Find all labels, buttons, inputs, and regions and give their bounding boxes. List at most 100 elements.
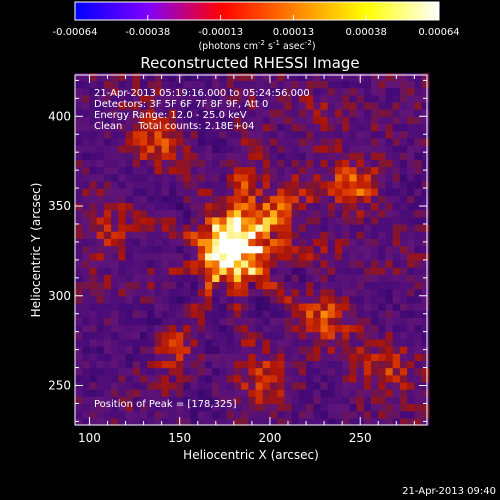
heatmap-cell: [204, 245, 213, 254]
heatmap-cell: [313, 94, 322, 103]
heatmap-cell: [233, 145, 242, 153]
heatmap-cell: [111, 231, 119, 239]
heatmap-cell: [407, 195, 415, 204]
heatmap-cell: [168, 195, 177, 204]
heatmap-cell: [291, 417, 300, 426]
heatmap-cell: [356, 374, 365, 383]
heatmap-cell: [392, 317, 401, 326]
heatmap-cell: [168, 73, 177, 81]
heatmap-cell: [147, 238, 156, 247]
heatmap-cell: [334, 87, 343, 96]
heatmap-cell: [118, 295, 127, 304]
heatmap-cell: [125, 195, 134, 204]
heatmap-cell: [154, 360, 163, 369]
heatmap-cell: [255, 223, 264, 232]
heatmap-cell: [255, 195, 264, 204]
heatmap-cell: [82, 353, 91, 361]
heatmap-cell: [139, 145, 148, 153]
heatmap-cell: [125, 223, 134, 232]
heatmap-cell: [139, 338, 148, 347]
heatmap-cell: [363, 231, 372, 239]
heatmap-cell: [204, 338, 213, 347]
heatmap-cell: [132, 94, 141, 103]
heatmap-cell: [219, 195, 228, 204]
heatmap-cell: [111, 188, 119, 196]
heatmap-cell: [407, 267, 415, 275]
heatmap-cell: [378, 310, 387, 318]
heatmap-cell: [204, 137, 213, 146]
heatmap-cell: [277, 346, 285, 354]
heatmap-cell: [385, 209, 394, 218]
heatmap-cell: [255, 152, 264, 160]
heatmap-cell: [385, 94, 394, 103]
heatmap-cell: [147, 109, 156, 117]
heatmap-cell: [147, 116, 156, 125]
heatmap-cell: [111, 80, 119, 89]
heatmap-cell: [168, 245, 177, 254]
heatmap-cell: [349, 209, 358, 218]
footer-timestamp: 21-Apr-2013 09:40: [402, 486, 496, 497]
heatmap-cell: [334, 374, 343, 383]
heatmap-cell: [371, 202, 379, 211]
heatmap-cell: [414, 274, 423, 283]
heatmap-cell: [356, 101, 365, 110]
heatmap-cell: [241, 166, 249, 175]
heatmap-cell: [212, 130, 221, 139]
heatmap-cell: [190, 130, 199, 139]
heatmap-cell: [291, 252, 300, 261]
heatmap-cell: [132, 360, 141, 369]
heatmap-cell: [118, 338, 127, 347]
heatmap-cell: [363, 353, 372, 361]
heatmap-cell: [248, 360, 257, 369]
heatmap-cell: [399, 259, 408, 268]
heatmap-cell: [226, 173, 235, 182]
heatmap-cell: [212, 317, 221, 326]
heatmap-cell: [248, 374, 257, 383]
heatmap-cell: [284, 209, 293, 218]
heatmap-cell: [132, 346, 141, 354]
heatmap-cell: [421, 367, 430, 376]
heatmap-cell: [414, 195, 423, 204]
heatmap-cell: [241, 109, 249, 117]
heatmap-cell: [226, 80, 235, 89]
heatmap-cell: [298, 331, 307, 340]
heatmap-cell: [269, 324, 278, 333]
heatmap-cell: [284, 159, 293, 168]
heatmap-cell: [342, 410, 350, 419]
heatmap-cell: [96, 166, 105, 175]
heatmap-cell: [89, 159, 98, 168]
heatmap-cell: [255, 310, 264, 318]
heatmap-cell: [255, 109, 264, 117]
heatmap-cell: [407, 317, 415, 326]
heatmap-cell: [385, 231, 394, 239]
heatmap-cell: [176, 353, 184, 361]
heatmap-cell: [392, 274, 401, 283]
heatmap-cell: [139, 223, 148, 232]
heatmap-cell: [111, 389, 119, 397]
heatmap-cell: [327, 417, 336, 426]
heatmap-cell: [378, 195, 387, 204]
heatmap-cell: [96, 317, 105, 326]
heatmap-cell: [176, 374, 184, 383]
heatmap-cell: [125, 259, 134, 268]
heatmap-cell: [75, 245, 83, 254]
heatmap-cell: [378, 417, 387, 426]
heatmap-cell: [219, 216, 228, 225]
heatmap-cell: [118, 317, 127, 326]
heatmap-cell: [392, 374, 401, 383]
heatmap-cell: [313, 353, 322, 361]
heatmap-cell: [399, 145, 408, 153]
heatmap-cell: [334, 202, 343, 211]
heatmap-cell: [349, 173, 358, 182]
heatmap-cell: [204, 396, 213, 405]
heatmap-cell: [233, 159, 242, 168]
heatmap-cell: [269, 109, 278, 117]
heatmap-cell: [219, 403, 228, 412]
heatmap-cell: [226, 274, 235, 283]
heatmap-cell: [298, 188, 307, 196]
heatmap-cell: [132, 180, 141, 189]
heatmap-cell: [241, 116, 249, 125]
heatmap-cell: [327, 202, 336, 211]
heatmap-cell: [392, 331, 401, 340]
heatmap-cell: [269, 281, 278, 290]
